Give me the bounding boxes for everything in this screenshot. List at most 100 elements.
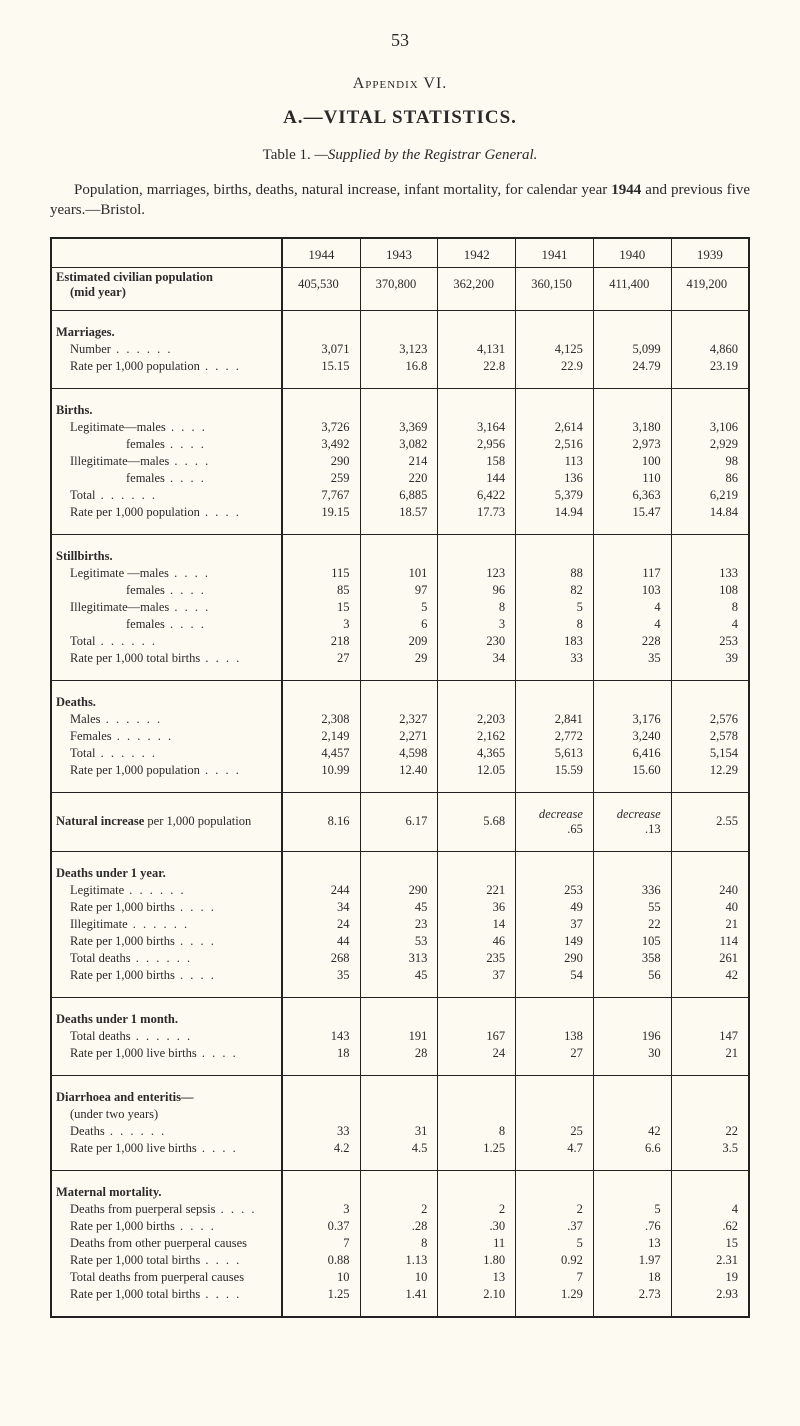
table-cell: 6.6 (593, 1140, 671, 1171)
row-label: Deaths from puerperal sepsis (51, 1201, 282, 1218)
table-cell (516, 680, 594, 711)
table-cell: 45 (360, 967, 438, 998)
table-cell: 3 (282, 1201, 360, 1218)
table-cell: 235 (438, 950, 516, 967)
table-cell: 4.7 (516, 1140, 594, 1171)
row-label: Total deaths from puerperal causes (51, 1269, 282, 1286)
row-label: Females (51, 728, 282, 745)
table-cell: 24 (282, 916, 360, 933)
row-label: Rate per 1,000 total births (51, 1286, 282, 1317)
table-cell (671, 534, 749, 565)
table-cell: 42 (671, 967, 749, 998)
table-cell (671, 680, 749, 711)
table-cell: 2,271 (360, 728, 438, 745)
table-row: females3,4923,0822,9562,5162,9732,929 (51, 436, 749, 453)
table-row: Rate per 1,000 population19.1518.5717.73… (51, 504, 749, 535)
table-cell: 253 (671, 633, 749, 650)
table-cell: 2,772 (516, 728, 594, 745)
table-cell: 5 (360, 599, 438, 616)
table-cell (593, 388, 671, 419)
table-cell (360, 534, 438, 565)
row-label: Legitimate (51, 882, 282, 899)
table-cell: 313 (360, 950, 438, 967)
table-cell: 6,422 (438, 487, 516, 504)
table-cell: 147 (671, 1028, 749, 1045)
table-cell: 110 (593, 470, 671, 487)
table-row: Rate per 1,000 population10.9912.4012.05… (51, 762, 749, 793)
table-cell: 96 (438, 582, 516, 599)
table-cell: 2,327 (360, 711, 438, 728)
row-label: Marriages. (51, 310, 282, 341)
row-label: Rate per 1,000 total births (51, 1252, 282, 1269)
table-cell: 1.29 (516, 1286, 594, 1317)
table-cell: 3,726 (282, 419, 360, 436)
row-label: Illegitimate (51, 916, 282, 933)
table-cell: 22.8 (438, 358, 516, 389)
table-row: Illegitimate—males29021415811310098 (51, 453, 749, 470)
table-cell: 2,578 (671, 728, 749, 745)
table-row: Diarrhoea and enteritis— (51, 1075, 749, 1106)
table-cell: 419,200 (671, 267, 749, 310)
table-cell (438, 534, 516, 565)
table-cell: 19.15 (282, 504, 360, 535)
table-cell: 220 (360, 470, 438, 487)
table-cell: 2,308 (282, 711, 360, 728)
table-cell: 0.37 (282, 1218, 360, 1235)
row-label: Total (51, 745, 282, 762)
table-row: Total deaths268313235290358261 (51, 950, 749, 967)
table-cell (282, 534, 360, 565)
intro-paragraph: Population, marriages, births, deaths, n… (50, 180, 750, 221)
table-row: females363844 (51, 616, 749, 633)
row-label: Legitimate —males (51, 565, 282, 582)
table-cell: 240 (671, 882, 749, 899)
table-cell: 5,613 (516, 745, 594, 762)
table-cell: 7 (516, 1269, 594, 1286)
table-row: Deaths33318254222 (51, 1123, 749, 1140)
table-cell (593, 680, 671, 711)
table-cell (282, 1075, 360, 1106)
table-cell: 2,149 (282, 728, 360, 745)
table-cell: 0.92 (516, 1252, 594, 1269)
table-cell: 31 (360, 1123, 438, 1140)
table-cell: decrease.13 (593, 792, 671, 851)
table-cell: 183 (516, 633, 594, 650)
table-cell: 46 (438, 933, 516, 950)
table-cell: 4,125 (516, 341, 594, 358)
row-label: females (51, 582, 282, 599)
table-cell: 3,164 (438, 419, 516, 436)
table-cell: 2.55 (671, 792, 749, 851)
table-cell: 40 (671, 899, 749, 916)
table-cell: 11 (438, 1235, 516, 1252)
table-cell (516, 851, 594, 882)
table-cell: .30 (438, 1218, 516, 1235)
table-cell (360, 680, 438, 711)
row-label: Rate per 1,000 population (51, 358, 282, 389)
table-header-years: 194419431942194119401939 (51, 238, 749, 268)
table-cell: 117 (593, 565, 671, 582)
table-cell: 196 (593, 1028, 671, 1045)
table-cell: 2,162 (438, 728, 516, 745)
table-cell: 3,176 (593, 711, 671, 728)
table-cell: 35 (282, 967, 360, 998)
table-cell: 21 (671, 1045, 749, 1076)
table-cell: 34 (282, 899, 360, 916)
table-cell: 24 (438, 1045, 516, 1076)
table-cell (516, 534, 594, 565)
table-cell (360, 388, 438, 419)
row-label: Deaths from other puerperal causes (51, 1235, 282, 1252)
table-cell: 290 (282, 453, 360, 470)
table-cell (360, 851, 438, 882)
table-cell: 22 (671, 1123, 749, 1140)
row-label: Rate per 1,000 births (51, 1218, 282, 1235)
table-cell: 114 (671, 933, 749, 950)
table-cell: 3 (438, 616, 516, 633)
table-row: Deaths under 1 year. (51, 851, 749, 882)
table-cell: 4 (671, 1201, 749, 1218)
table-cell: 18.57 (360, 504, 438, 535)
row-label: Deaths under 1 month. (51, 997, 282, 1028)
table-cell: 1.25 (438, 1140, 516, 1171)
table-row: Rate per 1,000 live births4.24.51.254.76… (51, 1140, 749, 1171)
table-cell: 98 (671, 453, 749, 470)
table-cell: 82 (516, 582, 594, 599)
table-cell (671, 1075, 749, 1106)
